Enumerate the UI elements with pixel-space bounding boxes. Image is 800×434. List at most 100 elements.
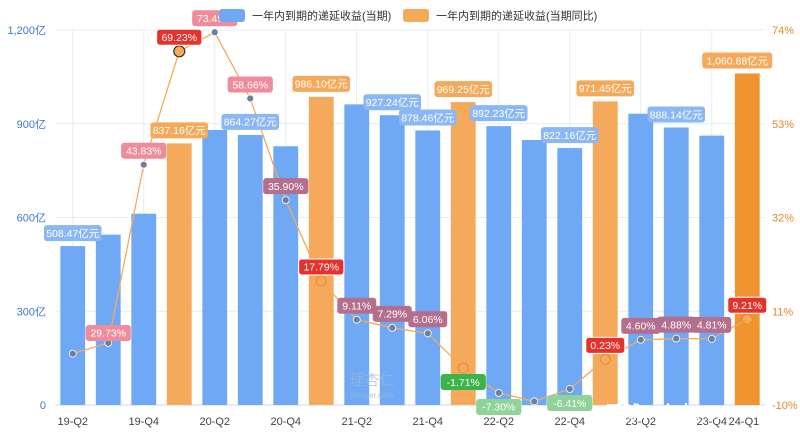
line-value-label: 0.23%	[585, 336, 626, 354]
bar-value-label-bg	[363, 94, 422, 111]
bar-value-label-bg	[540, 127, 599, 144]
line-value-label-bg	[692, 316, 732, 333]
line-point[interactable]	[599, 353, 611, 365]
bar[interactable]	[450, 102, 476, 405]
right-tick-label: 32%	[772, 213, 794, 225]
bar-value-label: 837.16亿元	[150, 122, 209, 139]
line-value-label: -7.30%	[476, 398, 522, 415]
line-value-label-text: 17.79%	[303, 262, 339, 274]
line-point[interactable]	[210, 28, 219, 37]
bar-value-label-text: 971.45亿元	[579, 82, 633, 95]
bar-value-label: 878.46亿元	[398, 109, 457, 126]
line-value-label-text: 6.06%	[413, 314, 443, 326]
watermark-lixinger-url: lixinger.com	[351, 391, 394, 400]
line-value-label-text: 4.81%	[697, 320, 727, 332]
line-value-label-bg	[227, 76, 273, 93]
left-tick-label: 1,200亿	[7, 24, 46, 37]
line-series[interactable]	[68, 28, 753, 406]
grid-lines	[55, 29, 765, 406]
line-point[interactable]	[246, 94, 255, 103]
bar[interactable]	[628, 113, 654, 405]
x-tick-label: 21-Q4	[412, 416, 443, 428]
line-value-label-bg	[372, 305, 412, 322]
x-tick-label: 22-Q2	[483, 416, 514, 428]
x-tick-label: 19-Q2	[57, 416, 88, 428]
bar-value-label: 892.23亿元	[469, 105, 528, 122]
bar[interactable]	[557, 148, 583, 405]
bar[interactable]	[699, 135, 725, 405]
bar[interactable]	[60, 246, 86, 405]
bar[interactable]	[237, 134, 263, 405]
watermarks: 理杏仁 lixinger.com 雪球：方木FM	[349, 372, 721, 423]
x-tick-label: 22-Q4	[554, 416, 585, 428]
bar[interactable]	[521, 140, 547, 405]
legend-swatch-line[interactable]	[403, 9, 429, 22]
bar[interactable]	[486, 126, 512, 405]
left-tick-label: 300亿	[17, 305, 46, 318]
bar-value-label-text: 878.46亿元	[401, 111, 455, 124]
bar-value-label-bg	[647, 106, 706, 123]
x-tick-label: 23-Q4	[696, 416, 727, 428]
line-value-label: 4.81%	[692, 316, 732, 333]
bar-value-label-text: 837.16亿元	[153, 124, 207, 137]
bar[interactable]	[131, 213, 157, 405]
line-value-label-bg	[156, 28, 203, 46]
line-point[interactable]	[530, 397, 539, 406]
bar-value-label-text: 969.25亿元	[437, 83, 491, 96]
line-value-label-bg	[476, 398, 522, 415]
line-point[interactable]	[173, 45, 186, 58]
legend-label-bars[interactable]: 一年内到期的递延收益(当期)	[252, 9, 391, 23]
bar[interactable]	[379, 115, 405, 406]
line-point[interactable]	[565, 385, 574, 393]
line-point[interactable]	[68, 349, 77, 358]
bar[interactable]	[95, 234, 121, 405]
line-point[interactable]	[315, 275, 327, 287]
legend-swatch-bars[interactable]	[219, 9, 245, 22]
bar-value-label-bg	[221, 113, 280, 130]
line-point[interactable]	[352, 315, 361, 324]
line-point[interactable]	[636, 335, 645, 344]
bar-value-label-text: 1,060.88亿元	[706, 54, 768, 67]
line-point[interactable]	[457, 362, 469, 374]
x-tick-label: 24-Q1	[729, 416, 760, 428]
line-point[interactable]	[494, 389, 503, 397]
bar-value-label-bg	[43, 225, 102, 242]
right-y-axis: -10% 11% 32% 53% 74%	[772, 25, 798, 412]
line-point[interactable]	[741, 313, 753, 325]
line-value-label-bg	[547, 394, 593, 411]
line-value-label: 29.73%	[85, 324, 131, 341]
line-point[interactable]	[423, 329, 432, 338]
bar-value-label: 986.10亿元	[292, 75, 351, 92]
line-point[interactable]	[707, 334, 716, 343]
line-value-label-bg	[121, 142, 167, 159]
bar-data-labels: 508.47亿元 837.16亿元 864.27亿元 986.10亿元 927.24亿元…	[43, 52, 773, 242]
bar[interactable]	[166, 143, 192, 405]
bar[interactable]	[344, 104, 370, 405]
bar-value-label-bg	[434, 81, 493, 98]
bar[interactable]	[734, 73, 760, 405]
bar-value-label-text: 888.14亿元	[650, 108, 704, 121]
left-y-axis: 0 300亿 600亿 900亿 1,200亿	[7, 24, 46, 412]
line-path	[72, 31, 748, 403]
x-tick-label: 20-Q4	[270, 416, 301, 428]
bar[interactable]	[308, 96, 334, 405]
bar-value-label-text: 986.10亿元	[295, 78, 349, 91]
bar-value-label-bg	[702, 52, 773, 69]
line-point[interactable]	[139, 160, 148, 169]
line-value-label-text: -1.71%	[447, 377, 480, 389]
line-point[interactable]	[281, 196, 290, 204]
legend[interactable]: 一年内到期的递延收益(当期) 一年内到期的递延收益(当期同比)	[219, 9, 597, 23]
line-value-label-text: 4.60%	[626, 321, 656, 333]
line-point[interactable]	[672, 334, 681, 343]
line-value-label-text: 58.66%	[232, 79, 268, 91]
line-point[interactable]	[388, 323, 397, 332]
line-value-label: 58.66%	[227, 76, 273, 93]
bar-series[interactable]	[60, 73, 760, 406]
legend-label-line[interactable]: 一年内到期的递延收益(当期同比)	[436, 9, 597, 23]
bar[interactable]	[415, 130, 441, 405]
x-tick-label: 23-Q2	[625, 416, 656, 428]
bar[interactable]	[663, 127, 689, 406]
bar[interactable]	[202, 130, 228, 405]
line-value-label-bg	[85, 324, 131, 341]
